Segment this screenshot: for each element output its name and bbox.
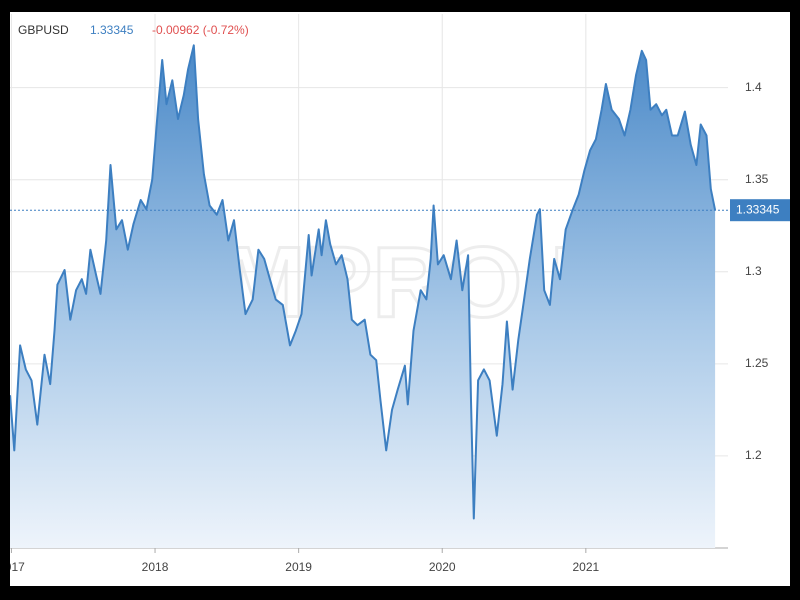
y-tick-label: 1.35 — [745, 172, 769, 186]
x-tick-label: 2020 — [429, 560, 456, 574]
y-tick-label: 1.4 — [745, 80, 762, 94]
x-tick-label: 2021 — [572, 560, 599, 574]
last-price-label: 1.33345 — [736, 202, 780, 216]
symbol: GBPUSD — [18, 23, 69, 37]
x-tick-label: 2019 — [285, 560, 312, 574]
last-price: 1.33345 — [90, 23, 134, 37]
price-change: -0.00962 (-0.72%) — [152, 23, 249, 37]
last-price-box — [730, 199, 790, 222]
y-tick-label: 1.2 — [745, 448, 762, 462]
x-tick-label: 2017 — [0, 560, 25, 574]
y-tick-label: 1.3 — [745, 264, 762, 278]
y-tick-label: 1.25 — [745, 356, 769, 370]
x-tick-label: 2018 — [142, 560, 169, 574]
line — [10, 44, 717, 520]
area — [10, 45, 716, 549]
